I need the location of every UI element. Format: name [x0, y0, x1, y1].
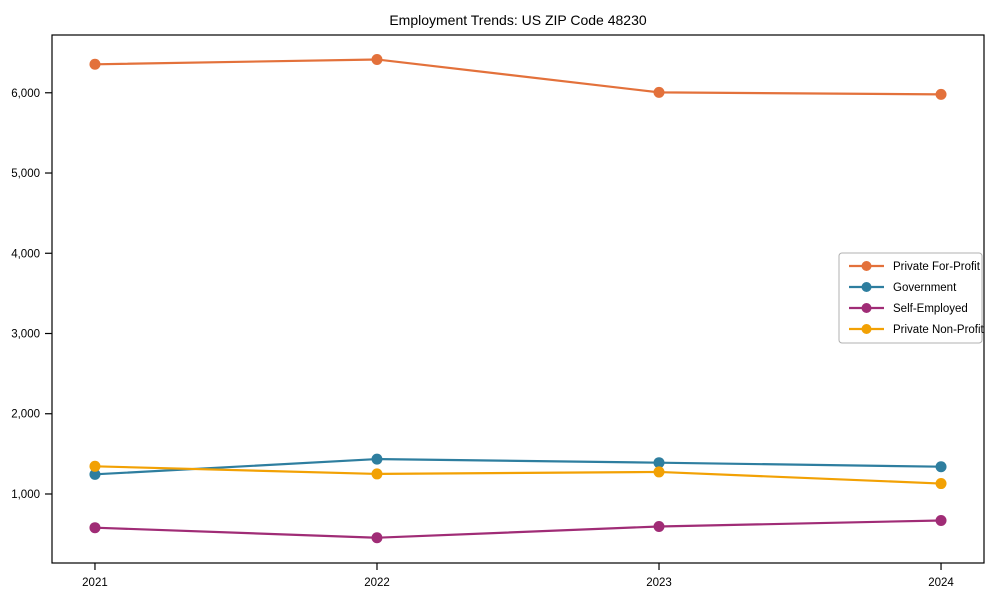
- series-line: [94, 519, 942, 539]
- data-point-marker: [935, 461, 947, 473]
- data-point-marker: [371, 468, 383, 480]
- x-tick-label: 2024: [928, 577, 954, 589]
- legend-sample-marker: [861, 324, 872, 334]
- data-point-marker: [935, 478, 947, 490]
- data-point-marker: [89, 522, 101, 534]
- x-tick-label: 2021: [82, 577, 108, 589]
- data-point-marker: [371, 532, 383, 544]
- legend-label: Government: [893, 282, 957, 294]
- data-point-marker: [935, 88, 947, 100]
- y-tick-label: 4,000: [11, 248, 40, 260]
- plot-frame: [51, 34, 985, 564]
- data-point-marker: [935, 514, 947, 526]
- y-tick-label: 5,000: [11, 168, 40, 180]
- legend-label: Self-Employed: [893, 303, 968, 315]
- legend-sample-marker: [861, 282, 872, 292]
- series-line: [94, 465, 942, 485]
- y-tick-label: 1,000: [11, 489, 40, 501]
- y-tick-label: 2,000: [11, 409, 40, 421]
- series-line: [94, 58, 942, 96]
- data-point-marker: [89, 58, 101, 70]
- data-point-marker: [653, 86, 665, 98]
- data-point-marker: [89, 460, 101, 472]
- x-tick-label: 2022: [364, 577, 390, 589]
- legend-sample-marker: [861, 261, 872, 271]
- x-tick-label: 2023: [646, 577, 672, 589]
- legend-sample-marker: [861, 303, 872, 313]
- data-point-marker: [653, 457, 665, 469]
- y-tick-label: 3,000: [11, 329, 40, 341]
- series-line: [94, 457, 942, 476]
- legend-label: Private Non-Profit: [893, 324, 985, 336]
- data-point-marker: [653, 466, 665, 478]
- data-point-marker: [371, 453, 383, 465]
- data-point-marker: [371, 53, 383, 65]
- legend-box: [838, 252, 983, 344]
- y-tick-label: 6,000: [11, 88, 40, 100]
- chart-title: Employment Trends: US ZIP Code 48230: [389, 12, 647, 28]
- data-point-marker: [653, 520, 665, 532]
- data-point-marker: [89, 468, 101, 480]
- legend-label: Private For-Profit: [893, 261, 981, 273]
